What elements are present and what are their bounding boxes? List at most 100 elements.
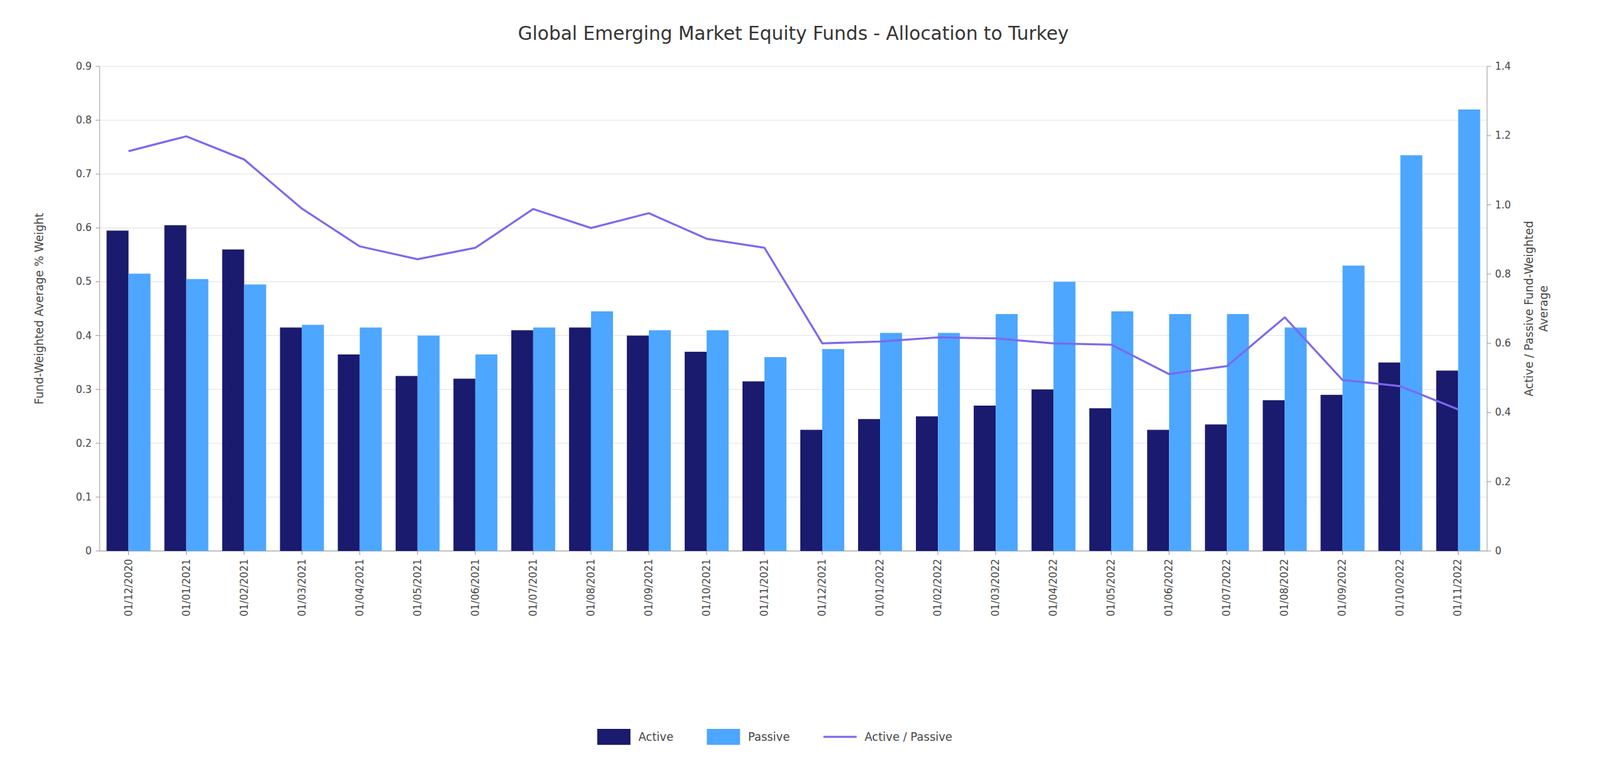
legend-label: Passive [747,730,790,744]
legend-swatch [706,729,740,746]
y2-tick-label: 0.2 [1495,476,1512,489]
x-tick [1400,551,1401,556]
x-tick [648,551,649,556]
x-tick [1284,551,1286,556]
bar [1457,109,1480,552]
x-tick [1457,551,1459,556]
x-tick [1053,551,1055,556]
x-tick [1342,551,1343,556]
x-tick-label: 01/12/2021 [816,559,829,617]
bar [822,349,845,552]
x-tick [474,551,476,556]
bar [995,314,1018,552]
y-tick [95,443,100,444]
bar [915,416,938,552]
marks [106,109,1480,552]
x-tick [359,551,360,556]
bar [648,330,671,552]
bar [569,327,592,552]
bar [880,333,902,552]
y-tick-label: 0.8 [75,114,92,127]
x-tick-label: 01/03/2021 [296,559,309,617]
x-tick-label: 01/08/2022 [1278,559,1291,617]
x-tick-label: 01/05/2022 [1105,559,1118,617]
title: Global Emerging Market Equity Funds - Al… [518,22,1069,45]
bar [684,352,707,552]
x-tick-label: 01/04/2021 [354,559,366,617]
bar [1147,430,1169,552]
bar [937,333,960,552]
y2-tick-label: 1.0 [1495,199,1512,212]
bar [742,381,765,552]
y-tick-label: 0.1 [75,491,92,504]
legend: Active Passive Active / Passive [597,729,952,746]
bar [244,284,267,552]
bar [1378,362,1401,552]
x-tick-label: 01/07/2021 [527,559,540,617]
y-tick [95,281,100,283]
y2-tick [1487,412,1492,414]
bar [128,273,151,552]
x-tick-label: 01/08/2021 [585,559,598,617]
bar [800,430,823,552]
y2-tick-label: 0.6 [1495,337,1512,350]
x-tick-label: 01/10/2021 [700,559,713,617]
grid-line [99,120,1488,121]
y2-axis-line [1487,66,1488,552]
x-tick [185,551,187,556]
bar [1031,389,1054,552]
y2-tick-label: 1.2 [1495,129,1512,142]
x-tick-label: 01/01/2022 [874,559,887,617]
x-tick-label: 01/11/2021 [758,559,771,617]
legend-label: Active / Passive [864,730,953,744]
y2-tick [1487,273,1492,275]
y-tick-label: 0 [85,545,92,558]
y-tick [95,66,100,68]
bar [475,354,498,552]
x-tick [706,551,707,556]
bar [164,225,186,552]
page: {"chart_data": { "type": "bar", "title":… [0,0,1600,780]
bar [1435,370,1458,552]
x-tick-label: 01/09/2021 [642,559,655,617]
y2-tick [1487,551,1492,552]
bar [1168,314,1191,552]
x-tick [1111,551,1112,556]
x-tick-label: 01/03/2022 [989,559,1002,617]
legend-swatch [823,736,857,739]
bar [453,378,476,552]
x-tick [243,551,245,556]
legend-label: Active [638,730,674,744]
y-axis-label: Fund-Weighted Average % Weight [32,212,46,405]
x-tick-label: 01/06/2021 [469,559,482,617]
x-tick [937,551,939,556]
grid-line [99,66,1488,68]
x-tick [1226,551,1228,556]
x-tick-label: 01/06/2022 [1162,559,1175,617]
bar [973,405,996,552]
bar [1204,424,1227,552]
y2-tick-label: 0 [1495,545,1502,558]
x-tick-label: 01/04/2022 [1047,559,1060,617]
y-tick [95,389,100,390]
y-tick-label: 0.5 [75,275,92,288]
x-tick-label: 01/07/2022 [1220,559,1233,617]
x-tick-label: 01/09/2022 [1336,559,1349,617]
bar [1053,281,1076,552]
chart: Global Emerging Market Equity Funds - Al… [0,0,1600,780]
bar [222,249,245,552]
x-tick-label: 01/11/2022 [1451,559,1464,617]
y2-tick-label: 0.4 [1495,406,1512,419]
bar [511,330,534,552]
grid-line [99,174,1488,175]
x-tick-label: 01/01/2021 [180,559,193,617]
y-tick-label: 0.4 [75,330,92,343]
grid [99,66,1488,552]
x-tick [590,551,592,556]
x-tick [880,551,881,556]
y2-tick-label: 0.8 [1495,268,1512,281]
bar [338,354,360,552]
y-tick-label: 0.2 [75,437,92,450]
bar [1262,400,1285,552]
x-tick-label: 01/05/2021 [411,559,424,617]
